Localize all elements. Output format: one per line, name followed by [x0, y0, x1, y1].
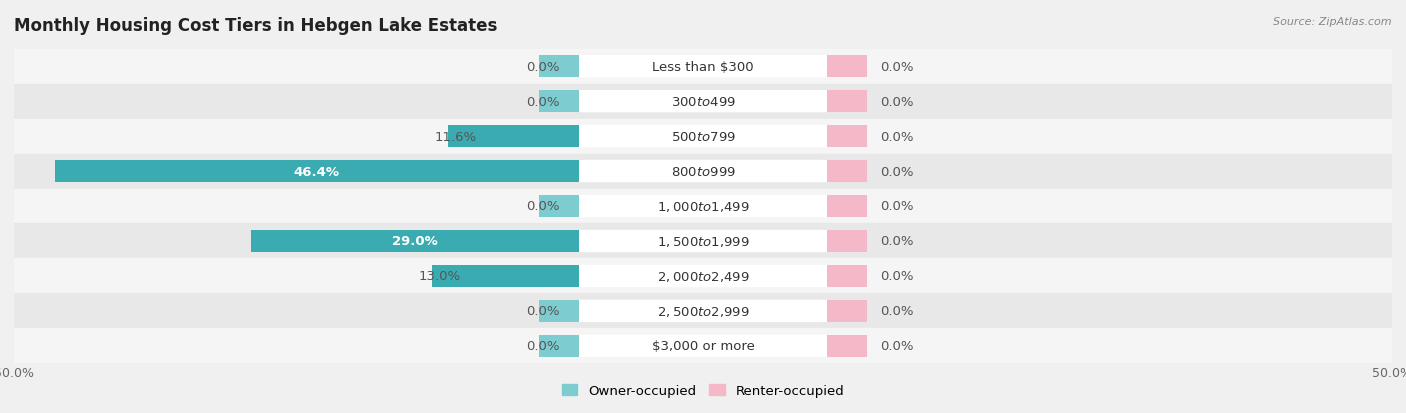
Legend: Owner-occupied, Renter-occupied: Owner-occupied, Renter-occupied [557, 379, 849, 402]
Bar [540, 91, 579, 113]
FancyBboxPatch shape [574, 126, 832, 148]
Text: 0.0%: 0.0% [526, 339, 560, 352]
Text: 0.0%: 0.0% [880, 200, 914, 213]
Text: 0.0%: 0.0% [526, 95, 560, 108]
Bar [579, 84, 827, 119]
Bar [540, 300, 579, 322]
Text: 11.6%: 11.6% [434, 130, 477, 143]
Bar [827, 300, 866, 322]
Bar [14, 154, 579, 189]
Bar [579, 259, 827, 294]
Bar [447, 126, 579, 147]
Text: $1,000 to $1,499: $1,000 to $1,499 [657, 199, 749, 214]
FancyBboxPatch shape [574, 335, 832, 357]
Text: 0.0%: 0.0% [880, 270, 914, 283]
Bar [827, 230, 866, 252]
FancyBboxPatch shape [574, 56, 832, 78]
Bar [14, 329, 579, 363]
FancyBboxPatch shape [574, 300, 832, 322]
Bar [827, 161, 866, 183]
FancyBboxPatch shape [574, 161, 832, 183]
Bar [827, 91, 866, 113]
Bar [579, 50, 827, 84]
Bar [14, 189, 579, 224]
Bar [827, 259, 1392, 294]
Bar [827, 266, 866, 287]
Bar [579, 294, 827, 329]
Text: 0.0%: 0.0% [880, 339, 914, 352]
Text: 29.0%: 29.0% [392, 235, 437, 248]
Bar [540, 335, 579, 357]
Text: $1,500 to $1,999: $1,500 to $1,999 [657, 235, 749, 248]
Bar [579, 154, 827, 189]
Bar [827, 56, 866, 78]
Text: 0.0%: 0.0% [880, 305, 914, 318]
Bar [432, 266, 579, 287]
Bar [14, 259, 579, 294]
Bar [827, 196, 866, 217]
Bar [827, 329, 1392, 363]
Bar [252, 230, 579, 252]
Text: 0.0%: 0.0% [880, 235, 914, 248]
FancyBboxPatch shape [574, 230, 832, 252]
Bar [14, 224, 579, 259]
FancyBboxPatch shape [574, 195, 832, 218]
Bar [827, 154, 1392, 189]
Text: $2,000 to $2,499: $2,000 to $2,499 [657, 269, 749, 283]
Bar [14, 119, 579, 154]
FancyBboxPatch shape [574, 91, 832, 113]
Bar [579, 119, 827, 154]
Text: 0.0%: 0.0% [880, 165, 914, 178]
Text: Less than $300: Less than $300 [652, 61, 754, 74]
Bar [14, 84, 579, 119]
Bar [14, 294, 579, 329]
Bar [540, 196, 579, 217]
Bar [14, 50, 579, 84]
Bar [827, 84, 1392, 119]
Text: $500 to $799: $500 to $799 [671, 130, 735, 143]
Text: 0.0%: 0.0% [526, 61, 560, 74]
Text: $2,500 to $2,999: $2,500 to $2,999 [657, 304, 749, 318]
Bar [540, 56, 579, 78]
Bar [579, 329, 827, 363]
Text: 46.4%: 46.4% [294, 165, 340, 178]
Text: 0.0%: 0.0% [526, 305, 560, 318]
Text: Monthly Housing Cost Tiers in Hebgen Lake Estates: Monthly Housing Cost Tiers in Hebgen Lak… [14, 17, 498, 34]
Bar [579, 189, 827, 224]
Bar [827, 119, 1392, 154]
FancyBboxPatch shape [574, 265, 832, 287]
Text: $300 to $499: $300 to $499 [671, 95, 735, 108]
Text: 0.0%: 0.0% [880, 130, 914, 143]
Bar [579, 224, 827, 259]
Text: 13.0%: 13.0% [419, 270, 461, 283]
Text: $3,000 or more: $3,000 or more [651, 339, 755, 352]
Text: $800 to $999: $800 to $999 [671, 165, 735, 178]
Bar [55, 161, 579, 183]
Bar [827, 126, 866, 147]
Bar [827, 335, 866, 357]
Text: 0.0%: 0.0% [526, 200, 560, 213]
Text: Source: ZipAtlas.com: Source: ZipAtlas.com [1274, 17, 1392, 26]
Bar [827, 294, 1392, 329]
Bar [827, 50, 1392, 84]
Text: 0.0%: 0.0% [880, 61, 914, 74]
Bar [827, 224, 1392, 259]
Bar [827, 189, 1392, 224]
Text: 0.0%: 0.0% [880, 95, 914, 108]
